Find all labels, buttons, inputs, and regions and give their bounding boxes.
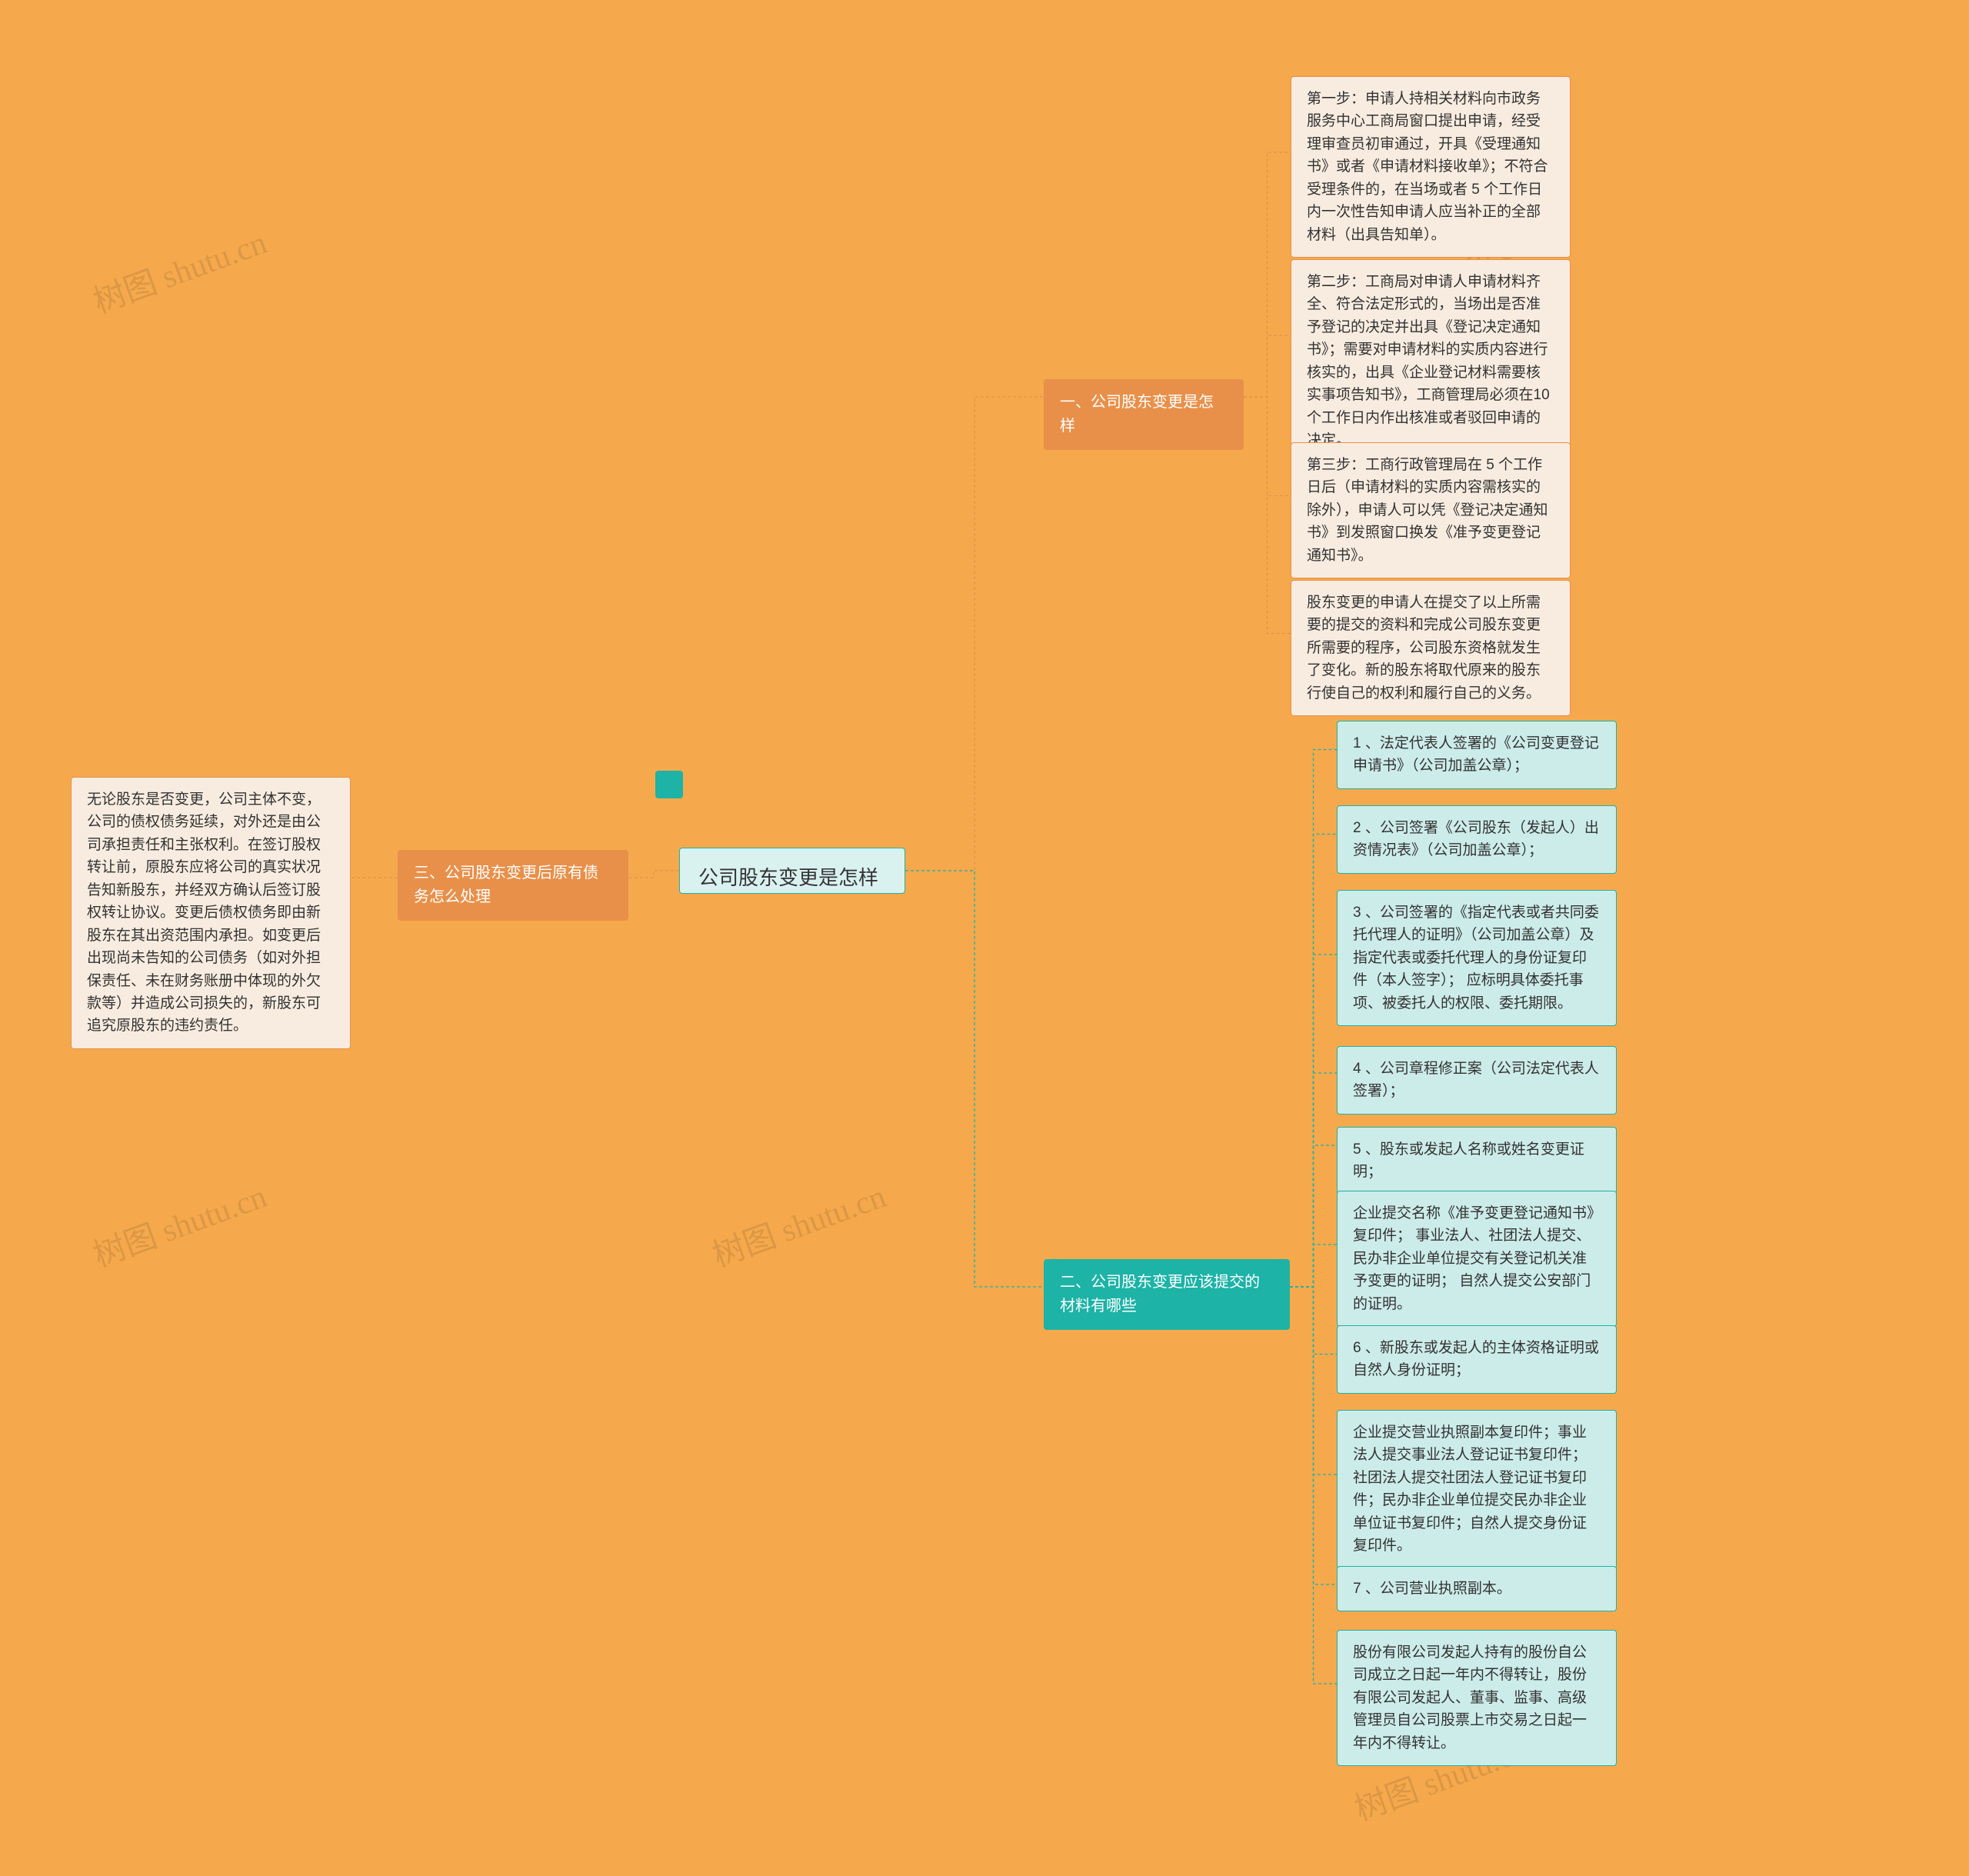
leaf-b2c1: 1 、法定代表人签署的《公司变更登记申请书》（公司加盖公章）； xyxy=(1337,721,1617,789)
leaf-b2c5: 5 、股东或发起人名称或姓名变更证明； xyxy=(1337,1127,1617,1195)
leaf-b2c7: 6 、新股东或发起人的主体资格证明或自然人身份证明； xyxy=(1337,1325,1617,1394)
branch-b3: 三、公司股东变更后原有债务怎么处理 xyxy=(398,850,628,921)
leaf-b2c10: 股份有限公司发起人持有的股份自公司成立之日起一年内不得转让，股份有限公司发起人、… xyxy=(1337,1630,1617,1766)
watermark: 树图 shutu.cn xyxy=(86,217,272,323)
leaf-b1c1: 第一步：申请人持相关材料向市政务服务中心工商局窗口提出申请，经受理审查员初审通过… xyxy=(1291,76,1571,258)
decor-teal xyxy=(655,771,683,798)
leaf-b2c6: 企业提交名称《准予变更登记通知书》复印件； 事业法人、社团法人提交、民办非企业单… xyxy=(1337,1191,1617,1327)
leaf-b1c4: 股东变更的申请人在提交了以上所需要的提交的资料和完成公司股东变更所需要的程序，公… xyxy=(1291,580,1571,716)
leaf-b2c9: 7 、公司营业执照副本。 xyxy=(1337,1566,1617,1611)
leaf-b1c2: 第二步：工商局对申请人申请材料齐全、符合法定形式的，当场出是否准予登记的决定并出… xyxy=(1291,259,1571,464)
leaf-b2c3: 3 、公司签署的《指定代表或者共同委托代理人的证明》（公司加盖公章）及指定代表或… xyxy=(1337,890,1617,1026)
leaf-b2c4: 4 、公司章程修正案（公司法定代表人签署）； xyxy=(1337,1046,1617,1115)
leaf-b2c2: 2 、公司签署《公司股东（发起人）出资情况表》（公司加盖公章）； xyxy=(1337,805,1617,874)
leaf-b1c3: 第三步：工商行政管理局在 5 个工作日后（申请材料的实质内容需核实的除外），申请… xyxy=(1291,442,1571,578)
leaf-b2c8: 企业提交营业执照副本复印件；事业法人提交事业法人登记证书复印件；社团法人提交社团… xyxy=(1337,1410,1617,1569)
branch-b1: 一、公司股东变更是怎样 xyxy=(1044,379,1244,450)
root-node: 公司股东变更是怎样 xyxy=(679,848,905,894)
branch-b2: 二、公司股东变更应该提交的材料有哪些 xyxy=(1044,1259,1290,1330)
watermark: 树图 shutu.cn xyxy=(86,1171,272,1277)
watermark: 树图 shutu.cn xyxy=(705,1171,891,1277)
leaf-b3c1: 无论股东是否变更，公司主体不变，公司的债权债务延续，对外还是由公司承担责任和主张… xyxy=(71,777,351,1049)
